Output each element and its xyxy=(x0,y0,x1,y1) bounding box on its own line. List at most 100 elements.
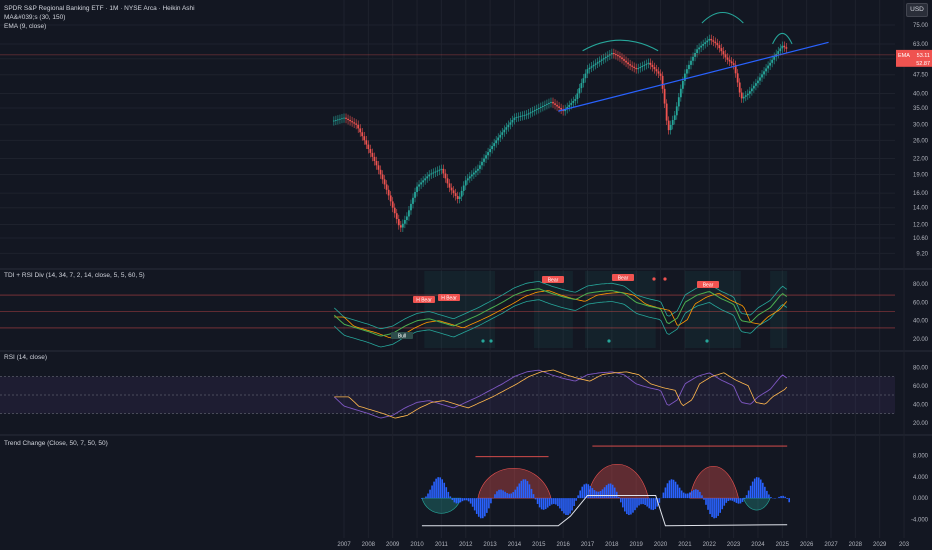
trend-histogram-bar xyxy=(680,490,683,499)
candle-body xyxy=(361,132,364,137)
candle-body xyxy=(604,56,607,59)
ma-legend[interactable]: MA&#039;s (30, 150) xyxy=(4,14,66,21)
tdi-zone xyxy=(533,271,573,348)
candle-body xyxy=(726,57,729,60)
trend-histogram-bar xyxy=(463,498,466,501)
y-tick-label: 26.00 xyxy=(913,138,929,144)
candle-body xyxy=(458,196,461,199)
candle-body xyxy=(420,182,423,185)
candle-body xyxy=(332,120,335,122)
trend-histogram-bar xyxy=(682,492,685,499)
symbol-title[interactable]: SPDR S&P Regional Banking ETF · 1M · NYS… xyxy=(4,5,195,12)
trend-step-line xyxy=(421,494,788,527)
trend-histogram-bar xyxy=(729,498,732,501)
trend-histogram-bar xyxy=(484,498,486,517)
tdi-hbear-badge-2: H Bear xyxy=(441,295,457,301)
trend-histogram-bar xyxy=(459,498,462,503)
trend-histogram-bar xyxy=(479,498,482,519)
candle-body xyxy=(655,69,658,72)
trend-histogram-bar xyxy=(431,485,433,499)
candle-body xyxy=(373,156,376,162)
rsi-pane-title[interactable]: RSI (14, close) xyxy=(4,354,47,361)
tdi-bull-badge-bg xyxy=(391,332,413,339)
price-label-value: 53.11 xyxy=(917,53,930,59)
trend-histogram-bar xyxy=(518,483,521,499)
candle-body xyxy=(493,143,496,147)
candle-body xyxy=(724,54,727,58)
candle-body xyxy=(738,82,741,93)
candle-body xyxy=(736,73,739,83)
candle-body xyxy=(462,185,465,191)
candle-body xyxy=(503,129,506,133)
trend-histogram-bar xyxy=(670,479,673,499)
candle-body xyxy=(633,66,636,68)
currency-button[interactable]: USD xyxy=(906,3,928,17)
x-tick-label: 2017 xyxy=(581,542,595,548)
y-tick-label: 35.00 xyxy=(913,106,929,112)
candle-body xyxy=(594,63,597,65)
trend-histogram-bar xyxy=(770,497,772,499)
trend-pane-title[interactable]: Trend Change (Close, 50, 7, 50, 50) xyxy=(4,440,108,447)
tdi-signal-dot xyxy=(663,277,667,281)
x-tick-label: 2012 xyxy=(459,542,473,548)
candle-body xyxy=(479,165,481,169)
candle-body xyxy=(436,170,439,172)
candle-body xyxy=(688,64,690,70)
candle-body xyxy=(357,124,360,129)
candle-body xyxy=(497,137,500,141)
x-tick-label: 203 xyxy=(899,542,910,548)
trend-tick-label: -4.000 xyxy=(911,517,929,523)
trend-histogram-bar xyxy=(693,489,695,499)
trend-histogram-bar xyxy=(778,496,780,499)
trend-histogram-bar xyxy=(575,498,577,501)
y-tick-label: 30.00 xyxy=(913,123,929,129)
ema-legend[interactable]: EMA (9, close) xyxy=(4,23,47,30)
candle-body xyxy=(513,117,516,121)
candle-body xyxy=(698,47,701,50)
candle-body xyxy=(584,73,587,79)
trend-histogram-bar xyxy=(477,498,480,517)
tdi-tick-label: 40.00 xyxy=(913,319,929,325)
trend-histogram-bar xyxy=(506,493,508,499)
trend-histogram-bar xyxy=(686,493,689,499)
trend-histogram-bar xyxy=(427,493,429,499)
candle-body xyxy=(773,56,776,60)
candle-body xyxy=(444,173,447,179)
candle-body xyxy=(625,60,627,63)
x-tick-label: 2015 xyxy=(532,542,546,548)
trend-histogram-bar xyxy=(465,498,468,501)
candle-body xyxy=(395,213,398,220)
trend-histogram-bar xyxy=(486,498,488,513)
trend-histogram-bar xyxy=(587,484,590,499)
candle-body xyxy=(422,180,425,183)
candle-body xyxy=(639,66,642,69)
x-tick-label: 2010 xyxy=(410,542,424,548)
tdi-bear-badge-2: Bear xyxy=(618,275,629,281)
candle-body xyxy=(629,64,632,66)
trend-histogram-bar xyxy=(733,498,736,502)
candle-body xyxy=(507,124,510,128)
trend-histogram-bar xyxy=(741,498,744,502)
candle-body xyxy=(408,210,410,217)
candle-body xyxy=(456,196,459,199)
trend-histogram-bar xyxy=(589,485,592,499)
tdi-pane-title[interactable]: TDI + RSI Div (14, 34, 7, 2, 14, close, … xyxy=(4,272,145,279)
trend-histogram-bar xyxy=(457,498,460,504)
x-tick-label: 2011 xyxy=(435,542,449,548)
trend-histogram-bar xyxy=(782,495,784,499)
trend-histogram-bar xyxy=(498,489,500,499)
trend-histogram-bar xyxy=(607,483,610,499)
candle-body xyxy=(783,45,786,48)
trend-histogram-bar xyxy=(648,498,650,509)
tdi-hbear-badge-bg xyxy=(413,296,435,303)
trend-histogram-bar xyxy=(664,487,667,499)
candle-body xyxy=(481,161,483,166)
trend-histogram-bar xyxy=(656,498,659,507)
trend-histogram-bar xyxy=(542,498,545,510)
candle-body xyxy=(665,103,668,121)
candle-body xyxy=(750,88,753,92)
trend-histogram-bar xyxy=(601,489,604,499)
candle-body xyxy=(452,190,455,194)
candle-body xyxy=(466,178,469,181)
trend-histogram-bar xyxy=(605,485,608,499)
